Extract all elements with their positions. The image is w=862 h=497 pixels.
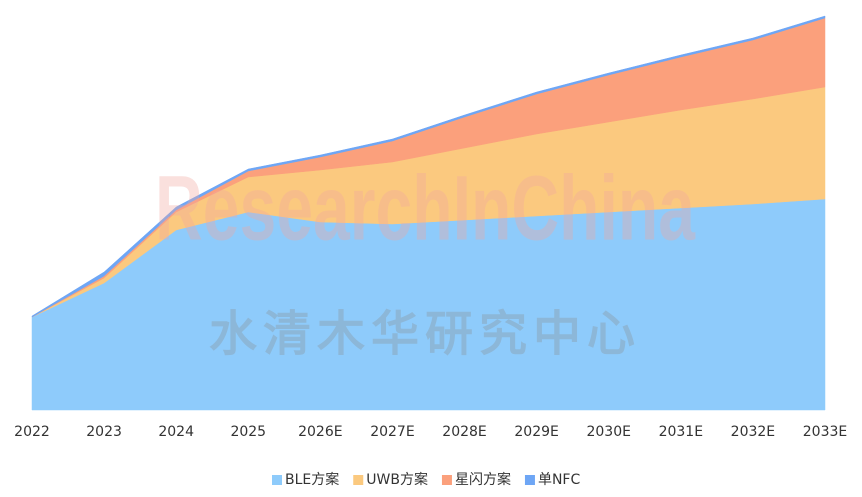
x-tick-label: 2024 [158, 424, 194, 440]
legend-label: 单NFC [538, 472, 581, 488]
x-tick-label: 2025 [230, 424, 266, 440]
legend-label: 星闪方案 [455, 471, 511, 488]
x-tick-label: 2032E [731, 424, 775, 440]
x-tick-label: 2031E [659, 424, 703, 440]
x-tick-label: 2027E [370, 424, 414, 440]
legend-swatch [272, 475, 282, 485]
watermark-title: ResearchInChina [155, 157, 696, 259]
legend-label: UWB方案 [366, 471, 428, 488]
legend-swatch [524, 475, 535, 485]
watermark-subtitle: 水清木华研究中心 [209, 306, 641, 362]
x-tick-label: 2023 [86, 424, 122, 440]
x-tick-label: 2028E [442, 424, 486, 440]
x-tick-label: 2022 [14, 424, 50, 440]
legend-label: BLE方案 [285, 471, 339, 488]
x-tick-label: 2026E [298, 424, 342, 440]
x-tick-label: 2029E [514, 424, 558, 440]
plot [31, 15, 826, 411]
legend-swatch [441, 475, 452, 485]
legend-swatch [353, 475, 364, 485]
x-tick-label: 2030E [586, 424, 630, 440]
x-tick-label: 2033E [803, 424, 847, 440]
area [31, 15, 826, 318]
